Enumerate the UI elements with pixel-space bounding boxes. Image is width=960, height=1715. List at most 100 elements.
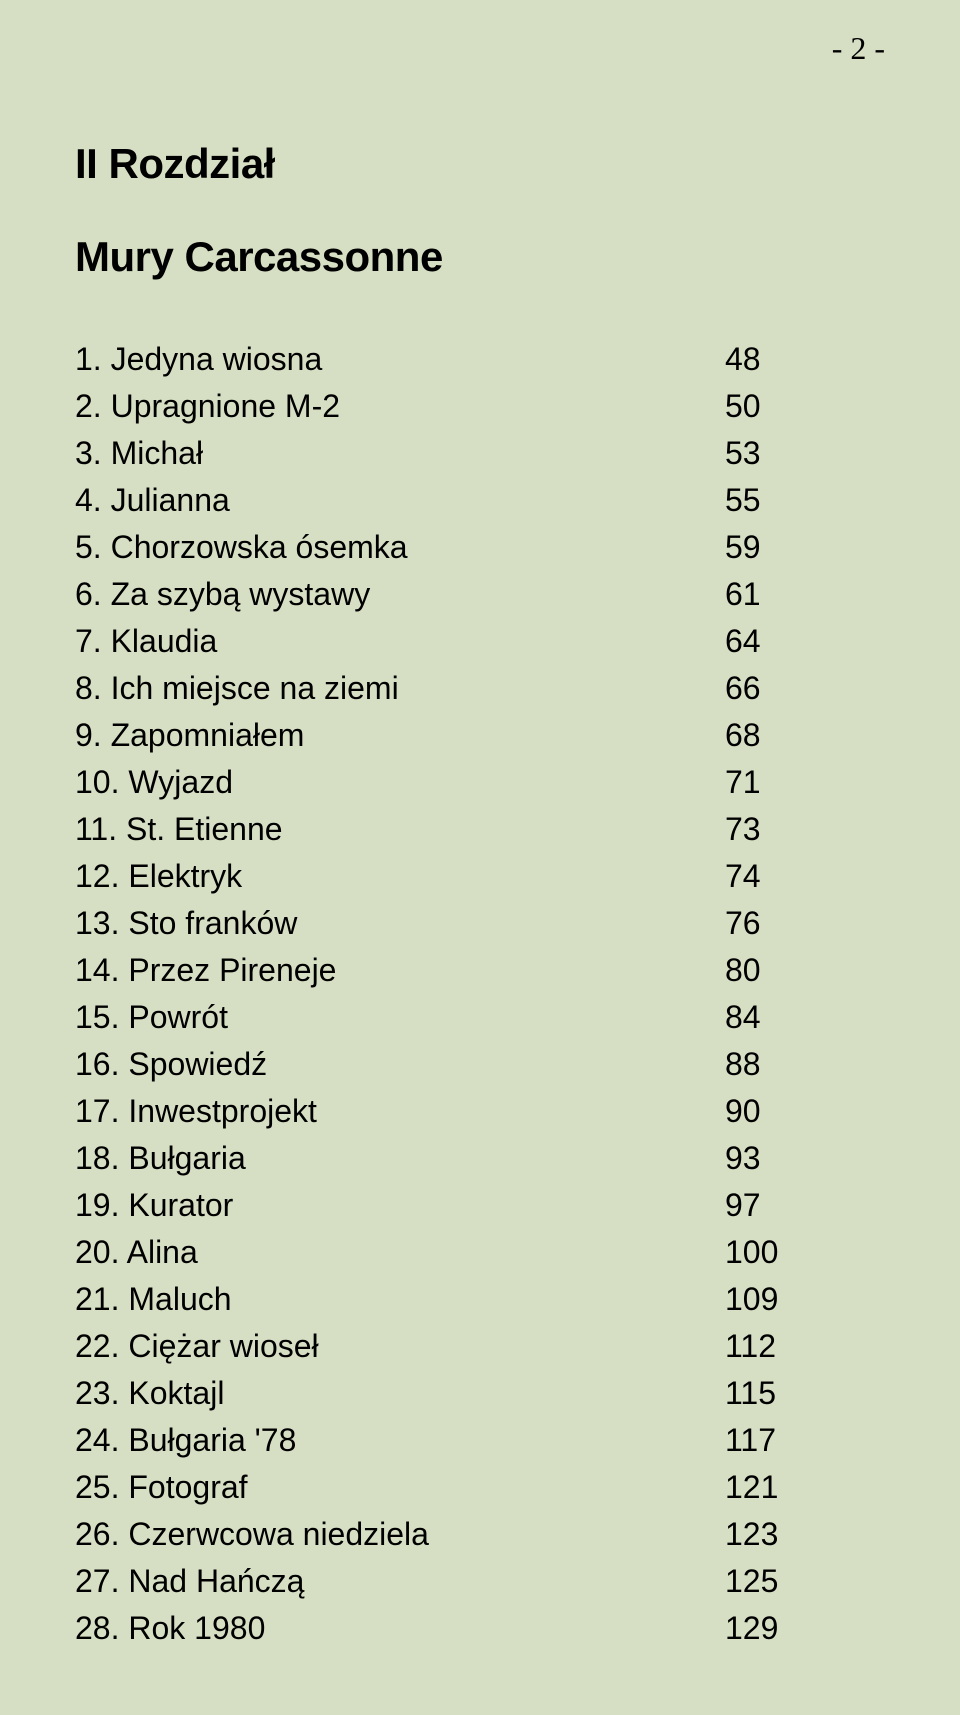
toc-entry-label: 18. Bułgaria — [75, 1135, 246, 1182]
toc-entry-page: 93 — [725, 1135, 885, 1182]
toc-spacer — [317, 1088, 725, 1135]
toc-row: 23. Koktajl 115 — [75, 1370, 885, 1417]
toc-spacer — [224, 1370, 725, 1417]
toc-entry-label: 19. Kurator — [75, 1182, 233, 1229]
toc-spacer — [322, 336, 725, 383]
toc-entry-label: 7. Klaudia — [75, 618, 217, 665]
toc-spacer — [319, 1323, 725, 1370]
toc-row: 3. Michał 53 — [75, 430, 885, 477]
toc-entry-page: 50 — [725, 383, 885, 430]
toc-entry-page: 59 — [725, 524, 885, 571]
toc-row: 10. Wyjazd 71 — [75, 759, 885, 806]
toc-entry-page: 80 — [725, 947, 885, 994]
toc-row: 5. Chorzowska ósemka 59 — [75, 524, 885, 571]
toc-entry-label: 17. Inwestprojekt — [75, 1088, 317, 1135]
toc-spacer — [296, 1417, 725, 1464]
toc-entry-label: 14. Przez Pireneje — [75, 947, 336, 994]
toc-spacer — [233, 759, 725, 806]
toc-row: 18. Bułgaria 93 — [75, 1135, 885, 1182]
toc-entry-label: 2. Upragnione M-2 — [75, 383, 340, 430]
toc-spacer — [399, 665, 725, 712]
toc-row: 28. Rok 1980129 — [75, 1605, 885, 1652]
section-title: Mury Carcassonne — [75, 233, 885, 281]
toc-row: 22. Ciężar wioseł 112 — [75, 1323, 885, 1370]
toc-spacer — [304, 1558, 725, 1605]
toc-entry-page: 66 — [725, 665, 885, 712]
toc-spacer — [198, 1229, 725, 1276]
toc-spacer — [203, 430, 725, 477]
toc-spacer — [370, 571, 725, 618]
toc-entry-label: 13. Sto franków — [75, 900, 297, 947]
toc-row: 21. Maluch109 — [75, 1276, 885, 1323]
toc-entry-label: 21. Maluch — [75, 1276, 232, 1323]
toc-entry-label: 28. Rok 1980 — [75, 1605, 265, 1652]
toc-row: 4. Julianna 55 — [75, 477, 885, 524]
toc-entry-label: 20. Alina — [75, 1229, 198, 1276]
toc-entry-label: 11. St. Etienne — [75, 806, 283, 853]
toc-entry-label: 16. Spowiedź — [75, 1041, 267, 1088]
toc-entry-label: 26. Czerwcowa niedziela — [75, 1511, 429, 1558]
toc-entry-label: 5. Chorzowska ósemka — [75, 524, 408, 571]
toc-entry-page: 68 — [725, 712, 885, 759]
toc-spacer — [429, 1511, 725, 1558]
toc-entry-page: 115 — [725, 1370, 885, 1417]
toc-entry-page: 90 — [725, 1088, 885, 1135]
toc-spacer — [233, 1182, 725, 1229]
toc-list: 1. Jedyna wiosna482. Upragnione M-2503. … — [75, 336, 885, 1652]
toc-row: 26. Czerwcowa niedziela 123 — [75, 1511, 885, 1558]
toc-entry-label: 3. Michał — [75, 430, 203, 477]
toc-row: 14. Przez Pireneje 80 — [75, 947, 885, 994]
toc-entry-page: 100 — [725, 1229, 885, 1276]
toc-spacer — [228, 994, 725, 1041]
toc-entry-page: 53 — [725, 430, 885, 477]
toc-row: 25. Fotograf 121 — [75, 1464, 885, 1511]
toc-row: 2. Upragnione M-2 50 — [75, 383, 885, 430]
toc-entry-page: 73 — [725, 806, 885, 853]
toc-row: 1. Jedyna wiosna48 — [75, 336, 885, 383]
toc-entry-page: 64 — [725, 618, 885, 665]
toc-entry-label: 24. Bułgaria '78 — [75, 1417, 296, 1464]
toc-entry-label: 9. Zapomniałem — [75, 712, 304, 759]
toc-entry-page: 76 — [725, 900, 885, 947]
toc-entry-label: 4. Julianna — [75, 477, 230, 524]
toc-spacer — [246, 1135, 725, 1182]
toc-entry-page: 125 — [725, 1558, 885, 1605]
toc-entry-page: 123 — [725, 1511, 885, 1558]
toc-entry-label: 1. Jedyna wiosna — [75, 336, 322, 383]
toc-row: 20. Alina 100 — [75, 1229, 885, 1276]
toc-entry-label: 10. Wyjazd — [75, 759, 233, 806]
toc-row: 9. Zapomniałem 68 — [75, 712, 885, 759]
toc-row: 12. Elektryk74 — [75, 853, 885, 900]
page-number: - 2 - — [832, 30, 885, 67]
toc-spacer — [248, 1464, 725, 1511]
toc-row: 11. St. Etienne 73 — [75, 806, 885, 853]
toc-spacer — [230, 477, 725, 524]
toc-spacer — [283, 806, 725, 853]
toc-row: 27. Nad Hańczą125 — [75, 1558, 885, 1605]
toc-entry-label: 25. Fotograf — [75, 1464, 248, 1511]
toc-entry-page: 84 — [725, 994, 885, 1041]
toc-entry-label: 22. Ciężar wioseł — [75, 1323, 319, 1370]
toc-spacer — [267, 1041, 725, 1088]
toc-spacer — [265, 1605, 725, 1652]
toc-spacer — [217, 618, 725, 665]
toc-spacer — [297, 900, 725, 947]
toc-entry-page: 112 — [725, 1323, 885, 1370]
toc-entry-label: 23. Koktajl — [75, 1370, 224, 1417]
toc-entry-label: 6. Za szybą wystawy — [75, 571, 370, 618]
toc-row: 15. Powrót 84 — [75, 994, 885, 1041]
toc-spacer — [242, 853, 725, 900]
chapter-title: II Rozdział — [75, 140, 885, 188]
toc-entry-page: 71 — [725, 759, 885, 806]
toc-entry-page: 74 — [725, 853, 885, 900]
toc-entry-page: 121 — [725, 1464, 885, 1511]
toc-entry-page: 97 — [725, 1182, 885, 1229]
toc-spacer — [304, 712, 725, 759]
toc-entry-page: 55 — [725, 477, 885, 524]
toc-entry-label: 15. Powrót — [75, 994, 228, 1041]
toc-entry-page: 117 — [725, 1417, 885, 1464]
toc-row: 24. Bułgaria '78 117 — [75, 1417, 885, 1464]
toc-spacer — [408, 524, 725, 571]
toc-entry-page: 88 — [725, 1041, 885, 1088]
toc-spacer — [232, 1276, 725, 1323]
